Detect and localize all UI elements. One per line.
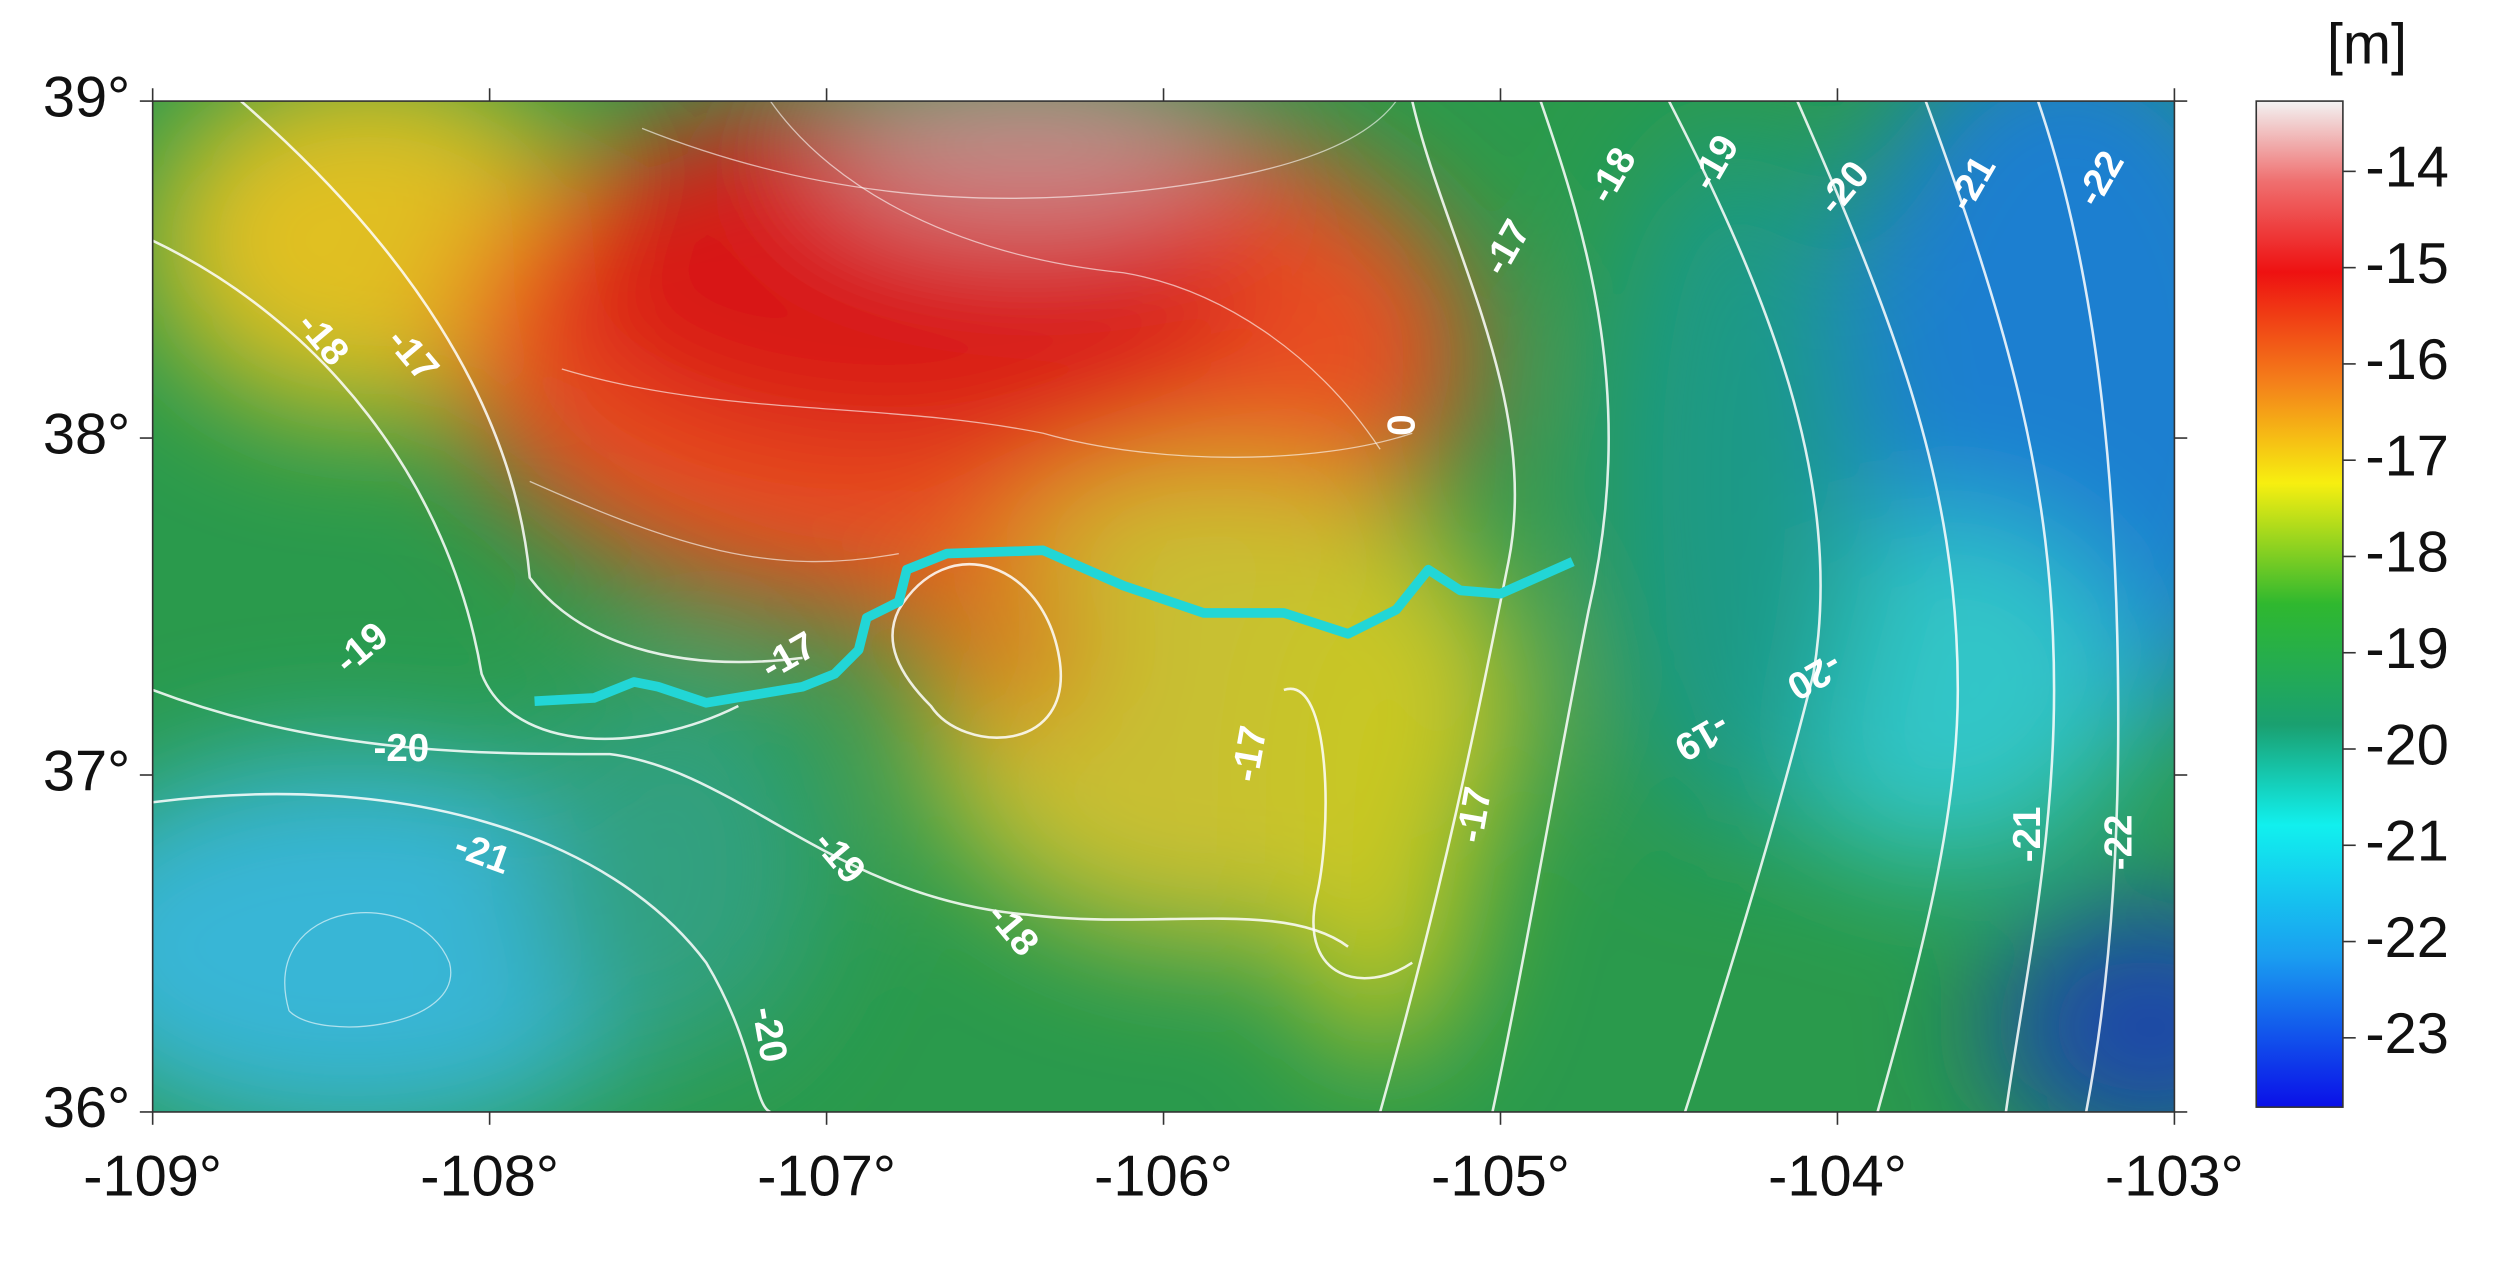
colorbar-tick-label: -21 [2365,810,2448,874]
contour-label: -17 [1223,723,1275,785]
colorbar-tick-label: -16 [2365,328,2448,392]
colorbar-tick-label: -18 [2365,521,2448,585]
profile-line [534,545,1575,708]
x-tick-label: -105° [1431,1144,1570,1208]
y-tick-label: 38° [43,402,130,466]
colorbar-tick-label: -20 [2365,713,2448,777]
x-tick-label: -108° [420,1144,559,1208]
x-tick-label: -109° [83,1144,222,1208]
colorbar-tick-label: -23 [2365,1002,2448,1066]
map-surface: -18 -17 -19 -20 -21 -20 -19 -18 -17 -17 … [152,101,2175,1112]
contour-label: -21 [2006,807,2049,863]
x-tick-label: -103° [2105,1144,2244,1208]
colorbar [2255,100,2344,1108]
y-tick-label: 36° [43,1076,130,1140]
contour-label: 0 [1380,414,1423,435]
contour-lines [152,101,2120,1112]
y-tick-label: 37° [43,739,130,803]
contour-label: -20 [374,727,430,770]
colorbar-tick-label: -22 [2365,906,2448,970]
y-tick-label: 39° [43,65,130,129]
contour-label: -20 [744,1003,796,1065]
x-tick-label: -107° [757,1144,896,1208]
contour-label: -22 [2098,815,2141,871]
colorbar-unit: [m] [2327,12,2407,76]
colorbar-tick-label: -14 [2365,136,2448,200]
colorbar-tick-label: -15 [2365,232,2448,296]
x-tick-label: -104° [1768,1144,1907,1208]
x-tick-label: -106° [1094,1144,1233,1208]
contour-label: -17 [1448,784,1500,846]
colorbar-tick-label: -19 [2365,617,2448,681]
colorbar-tick-label: -17 [2365,424,2448,488]
